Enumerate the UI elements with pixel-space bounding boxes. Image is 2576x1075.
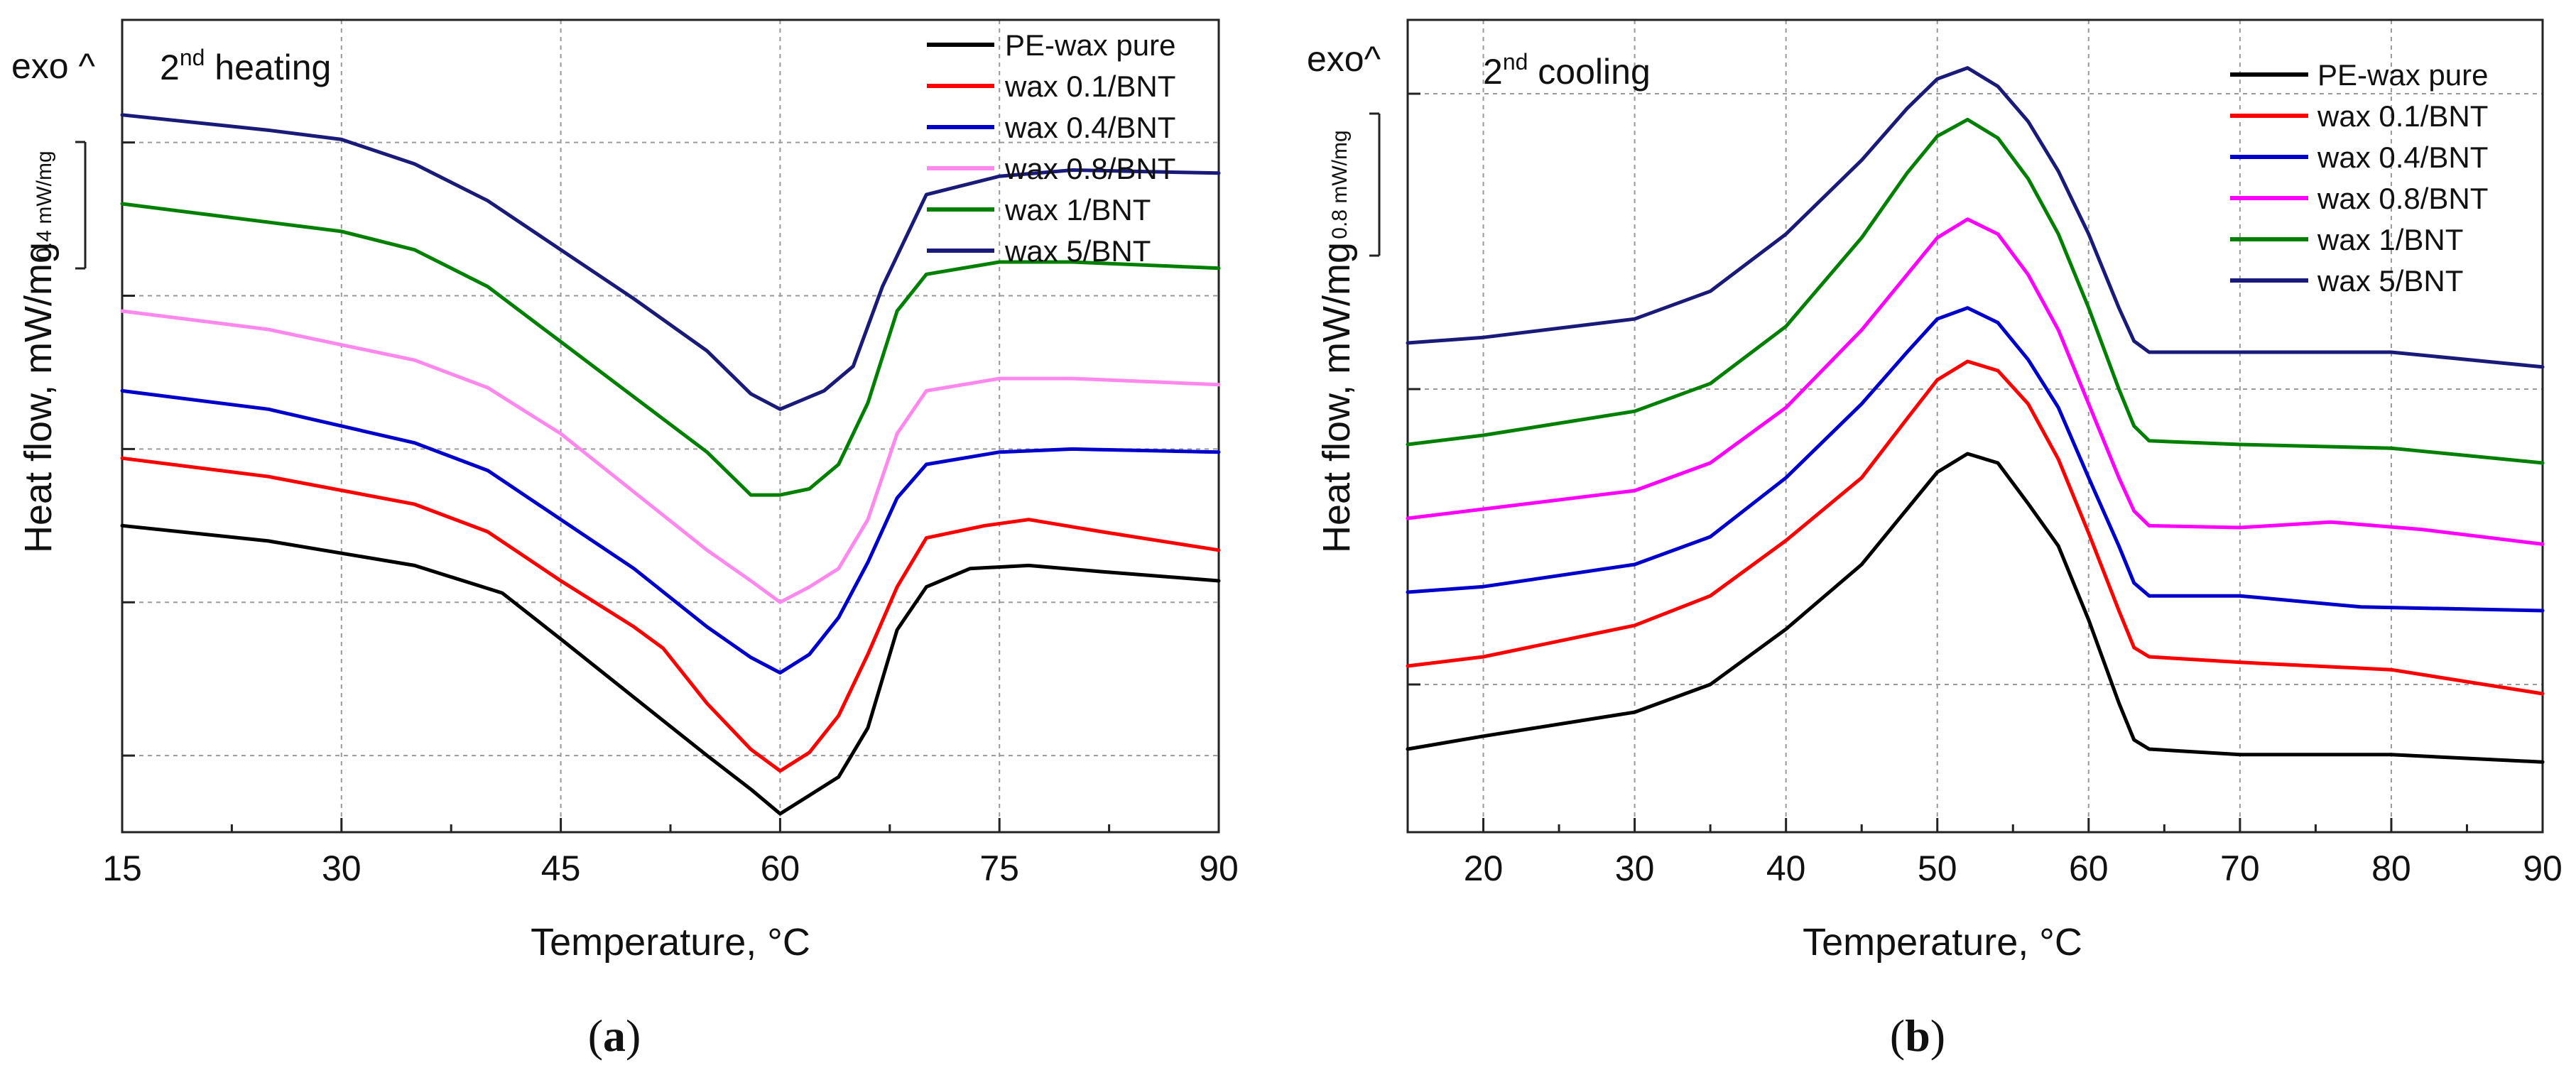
x-tick-label: 70 bbox=[2220, 848, 2260, 888]
legend-label: wax 1/BNT bbox=[2317, 223, 2463, 256]
x-axis-label: Temperature, °C bbox=[531, 921, 810, 964]
legend: PE-wax pure wax 0.1/BNT wax 0.4/BNT wax 0.8… bbox=[2230, 58, 2488, 298]
series-line-6 bbox=[120, 113, 1221, 411]
legend: PE-wax pure wax 0.1/BNT wax 0.4/BNT wax 0.8… bbox=[927, 28, 1175, 268]
y-axis-label: Heat flow, mW/mg bbox=[17, 242, 60, 553]
x-tick-label: 75 bbox=[979, 848, 1019, 888]
annotation-label: 2nd heating bbox=[160, 45, 331, 87]
annotation-label: 2nd cooling bbox=[1483, 49, 1651, 92]
series-line-6 bbox=[1406, 66, 2545, 369]
legend-label: PE-wax pure bbox=[1005, 28, 1175, 62]
series-line-4 bbox=[1406, 217, 2545, 546]
series-line-2 bbox=[1406, 359, 2545, 696]
scale-bar-label: 0.8 mW/mg bbox=[1328, 130, 1352, 239]
legend-label: wax 0.1/BNT bbox=[1004, 70, 1175, 103]
x-tick-label: 90 bbox=[2523, 848, 2563, 888]
chart-b: 20 30 40 50 60 70 80 90 PE-wax pure wax 0.1/BNT wa… bbox=[1307, 18, 2563, 1061]
x-tick-label: 50 bbox=[1918, 848, 1957, 888]
y-axis-label: Heat flow, mW/mg bbox=[1315, 242, 1358, 553]
x-tick-label: 45 bbox=[541, 848, 581, 888]
series-line-1 bbox=[120, 523, 1221, 816]
chart-a: 15 30 45 60 75 90 PE-wax pure wax 0.1/BNT wax 0.… bbox=[11, 18, 1239, 1061]
x-axis-label: Temperature, °C bbox=[1803, 921, 2082, 964]
legend-label: wax 1/BNT bbox=[1004, 193, 1151, 227]
legend-label: PE-wax pure bbox=[2317, 58, 2488, 92]
series-line-3 bbox=[120, 388, 1221, 675]
x-tick-label: 20 bbox=[1464, 848, 1504, 888]
x-tick-label: 60 bbox=[761, 848, 800, 888]
series-line-3 bbox=[1406, 306, 2545, 613]
scale-bar-label: 0.4 mW/mg bbox=[33, 151, 56, 259]
legend-label: wax 0.1/BNT bbox=[2317, 99, 2488, 133]
plot-frame bbox=[1406, 18, 2544, 834]
exo-label: exo ^ bbox=[11, 46, 96, 86]
x-tick-label: 40 bbox=[1766, 848, 1806, 888]
x-tick-label: 15 bbox=[102, 848, 142, 888]
legend-label: wax 0.4/BNT bbox=[1004, 111, 1175, 144]
panel-label: (b) bbox=[1890, 1010, 1945, 1061]
legend-label: wax 0.4/BNT bbox=[2317, 141, 2488, 174]
legend-label: wax 0.8/BNT bbox=[1004, 152, 1175, 185]
exo-label: exo^ bbox=[1307, 39, 1381, 79]
series-line-2 bbox=[120, 456, 1221, 773]
series-line-5 bbox=[120, 202, 1221, 497]
x-tick-label: 80 bbox=[2371, 848, 2411, 888]
legend-label: wax 0.8/BNT bbox=[2317, 182, 2488, 215]
panel-label: (a) bbox=[588, 1010, 641, 1061]
series-line-1 bbox=[1406, 452, 2545, 764]
x-tick-label: 90 bbox=[1199, 848, 1239, 888]
x-tick-label: 30 bbox=[322, 848, 362, 888]
x-tick-label: 30 bbox=[1615, 848, 1655, 888]
legend-label: wax 5/BNT bbox=[1004, 234, 1151, 268]
series-line-5 bbox=[1406, 117, 2545, 465]
x-tick-label: 60 bbox=[2069, 848, 2109, 888]
legend-label: wax 5/BNT bbox=[2317, 264, 2463, 298]
series-line-4 bbox=[120, 309, 1221, 604]
